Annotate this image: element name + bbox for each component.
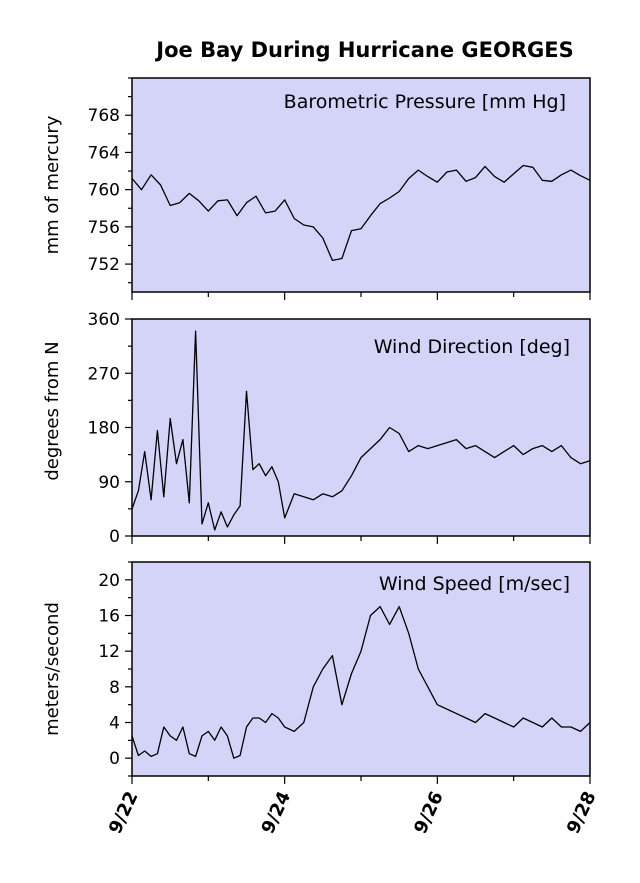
pressure-ytick-label: 764: [88, 143, 120, 163]
panel-speed-label: Wind Speed [m/sec]: [379, 573, 570, 595]
x-tick-label: 9/28: [563, 788, 601, 837]
panel-direction-yticks: 0 90 180 270 360: [88, 310, 591, 547]
speed-ytick-label: 16: [98, 607, 120, 627]
speed-ytick-label: 4: [109, 714, 120, 734]
x-tick-label: 9/24: [258, 788, 296, 837]
direction-ytick-label: 270: [88, 364, 120, 384]
panel-pressure-yticks: 752 756 760 764 768: [88, 77, 591, 300]
panel-speed-ylabel: meters/second: [42, 602, 63, 736]
pressure-ytick-label: 760: [88, 181, 120, 201]
direction-series-line: [131, 330, 591, 531]
panel-direction-background: [131, 318, 591, 537]
panel-pressure: Barometric Pressure [mm Hg] mm of mercur…: [42, 77, 591, 300]
direction-ytick-label: 0: [109, 527, 120, 547]
speed-ytick-label: 12: [98, 642, 120, 662]
direction-ytick-label: 360: [88, 310, 120, 330]
speed-ytick-label: 8: [109, 678, 120, 698]
x-tick-label: 9/26: [410, 788, 448, 837]
panel-direction-ylabel: degrees from N: [42, 341, 63, 480]
panel-speed-yticks: 0 4 8 12 16 20: [98, 561, 591, 784]
speed-ytick-label: 20: [98, 571, 120, 591]
panel-pressure-series: [131, 164, 591, 262]
panel-direction-series: [131, 330, 591, 531]
x-axis-ticks: 9/22 9/24 9/26 9/28: [105, 788, 601, 837]
x-tick-label: 9/22: [105, 788, 143, 837]
panel-speed-series: [131, 605, 591, 759]
pressure-series-line: [131, 164, 591, 262]
pressure-ytick-label: 756: [88, 218, 120, 238]
panel-speed-background: [131, 561, 591, 777]
panel-speed: Wind Speed [m/sec] meters/second 0 4 8 12 16…: [42, 561, 591, 784]
panel-direction: Wind Direction [deg] degrees from N 0 90 1…: [42, 310, 591, 547]
panel-direction-label: Wind Direction [deg]: [374, 336, 570, 358]
pressure-ytick-label: 768: [88, 106, 120, 126]
panel-pressure-background: [131, 77, 591, 293]
speed-ytick-label: 0: [109, 749, 120, 769]
direction-ytick-label: 90: [98, 473, 120, 493]
pressure-ytick-label: 752: [88, 255, 120, 275]
direction-ytick-label: 180: [88, 419, 120, 439]
speed-series-line: [131, 605, 591, 759]
chart-title: Joe Bay During Hurricane GEORGES: [154, 38, 573, 62]
panel-pressure-label: Barometric Pressure [mm Hg]: [284, 91, 566, 113]
panel-pressure-ylabel: mm of mercury: [42, 115, 63, 254]
